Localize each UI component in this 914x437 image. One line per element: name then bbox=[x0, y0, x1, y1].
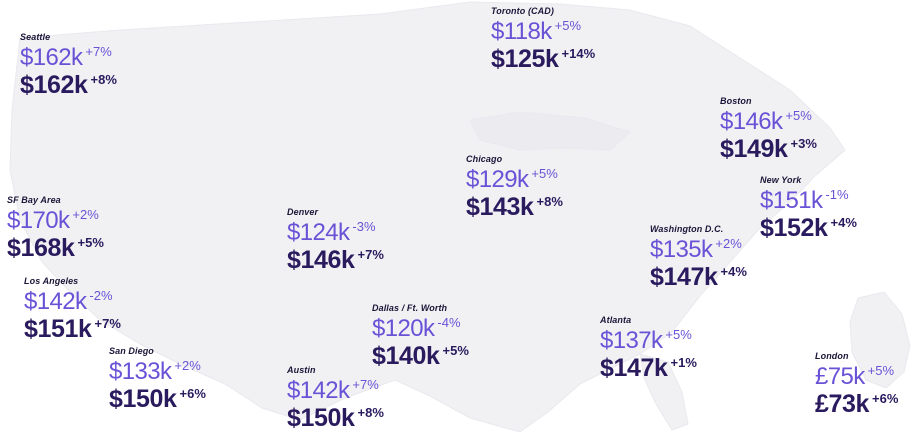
city-name: SF Bay Area bbox=[7, 195, 61, 205]
uk-landmass bbox=[849, 291, 911, 389]
change-2: +4% bbox=[720, 264, 747, 279]
change-1: +2% bbox=[715, 236, 742, 251]
city-name: Seattle bbox=[20, 32, 51, 42]
value-2: $168k bbox=[7, 234, 75, 262]
value-2: $152k bbox=[760, 214, 828, 242]
value-2: $140k bbox=[372, 342, 440, 370]
florida-peninsula bbox=[639, 353, 689, 431]
city-name: London bbox=[815, 351, 849, 361]
change-2: +14% bbox=[561, 46, 596, 61]
value-1: $146k bbox=[720, 108, 783, 135]
city-name: Atlanta bbox=[600, 315, 632, 325]
value-2: $125k bbox=[491, 45, 559, 73]
city-name: Los Angeles bbox=[24, 276, 79, 286]
city-london: London £75k +5% £73k +6% bbox=[815, 352, 898, 417]
change-2: +7% bbox=[357, 247, 384, 262]
change-2: +6% bbox=[872, 391, 899, 406]
value-1: $170k bbox=[7, 207, 70, 234]
city-seattle: Seattle $162k +7% $162k +8% bbox=[20, 33, 117, 98]
city-san-diego: San Diego $133k +2% $150k +6% bbox=[109, 347, 206, 412]
city-name: New York bbox=[760, 175, 802, 185]
city-washington-dc: Washington D.C. $135k +2% $147k +4% bbox=[650, 225, 747, 290]
value-2: £73k bbox=[815, 390, 870, 418]
value-2: $151k bbox=[24, 315, 92, 343]
value-2: $150k bbox=[287, 404, 355, 432]
city-name: Austin bbox=[287, 365, 316, 375]
change-1: +7% bbox=[352, 377, 379, 392]
change-1: +2% bbox=[72, 207, 99, 222]
value-2: $143k bbox=[466, 193, 534, 221]
value-1: $162k bbox=[20, 44, 83, 71]
change-2: +3% bbox=[790, 136, 817, 151]
value-2: $149k bbox=[720, 135, 788, 163]
city-name: Chicago bbox=[466, 154, 503, 164]
change-2: +5% bbox=[77, 235, 104, 250]
change-1: -4% bbox=[437, 315, 461, 330]
change-1: +5% bbox=[665, 327, 692, 342]
change-2: +4% bbox=[830, 215, 857, 230]
city-name: San Diego bbox=[109, 346, 154, 356]
city-denver: Denver $124k -3% $146k +7% bbox=[287, 208, 384, 273]
city-name: Denver bbox=[287, 207, 319, 217]
change-1: +5% bbox=[867, 363, 895, 378]
value-1: $137k bbox=[600, 327, 663, 354]
city-dallas-ft-worth: Dallas / Ft. Worth $120k -4% $140k +5% bbox=[372, 304, 469, 369]
change-1: +2% bbox=[174, 358, 201, 373]
change-2: +5% bbox=[442, 343, 469, 358]
city-name: Dallas / Ft. Worth bbox=[372, 303, 448, 313]
value-1: $133k bbox=[109, 358, 172, 385]
change-2: +8% bbox=[536, 194, 563, 209]
city-boston: Boston $146k +5% $149k +3% bbox=[720, 97, 817, 162]
city-name: Washington D.C. bbox=[650, 224, 724, 234]
city-chicago: Chicago $129k +5% $143k +8% bbox=[466, 155, 563, 220]
change-1: -2% bbox=[89, 288, 113, 303]
change-2: +6% bbox=[179, 386, 206, 401]
change-2: +8% bbox=[90, 72, 117, 87]
change-2: +8% bbox=[357, 405, 384, 420]
city-name: Boston bbox=[720, 96, 752, 106]
change-2: +1% bbox=[670, 355, 697, 370]
value-1: £75k bbox=[815, 363, 865, 390]
change-1: +5% bbox=[785, 108, 812, 123]
value-2: $147k bbox=[600, 354, 668, 382]
city-sf-bay-area: SF Bay Area $170k +2% $168k +5% bbox=[7, 196, 104, 261]
city-austin: Austin $142k +7% $150k +8% bbox=[287, 366, 384, 431]
change-1: -1% bbox=[825, 187, 849, 202]
city-toronto: Toronto (CAD) $118k +5% $125k +14% bbox=[491, 7, 595, 72]
value-1: $151k bbox=[760, 187, 823, 214]
value-2: $147k bbox=[650, 263, 718, 291]
value-1: $135k bbox=[650, 236, 713, 263]
value-1: $118k bbox=[491, 18, 552, 45]
city-name: Toronto (CAD) bbox=[491, 6, 554, 16]
value-1: $124k bbox=[287, 219, 350, 246]
value-2: $150k bbox=[109, 385, 177, 413]
city-atlanta: Atlanta $137k +5% $147k +1% bbox=[600, 316, 697, 381]
value-1: $120k bbox=[372, 315, 435, 342]
value-1: $129k bbox=[466, 166, 529, 193]
change-2: +7% bbox=[94, 316, 121, 331]
north-america-landmass bbox=[9, 1, 846, 433]
city-los-angeles: Los Angeles $142k -2% $151k +7% bbox=[24, 277, 121, 342]
change-1: +5% bbox=[554, 18, 582, 33]
change-1: +7% bbox=[85, 44, 112, 59]
city-new-york: New York $151k -1% $152k +4% bbox=[760, 176, 857, 241]
value-2: $146k bbox=[287, 246, 355, 274]
change-1: -3% bbox=[352, 219, 376, 234]
value-1: $142k bbox=[24, 288, 87, 315]
value-2: $162k bbox=[20, 71, 88, 99]
great-lakes-notch bbox=[469, 111, 631, 151]
change-1: +5% bbox=[531, 166, 558, 181]
value-1: $142k bbox=[287, 377, 350, 404]
